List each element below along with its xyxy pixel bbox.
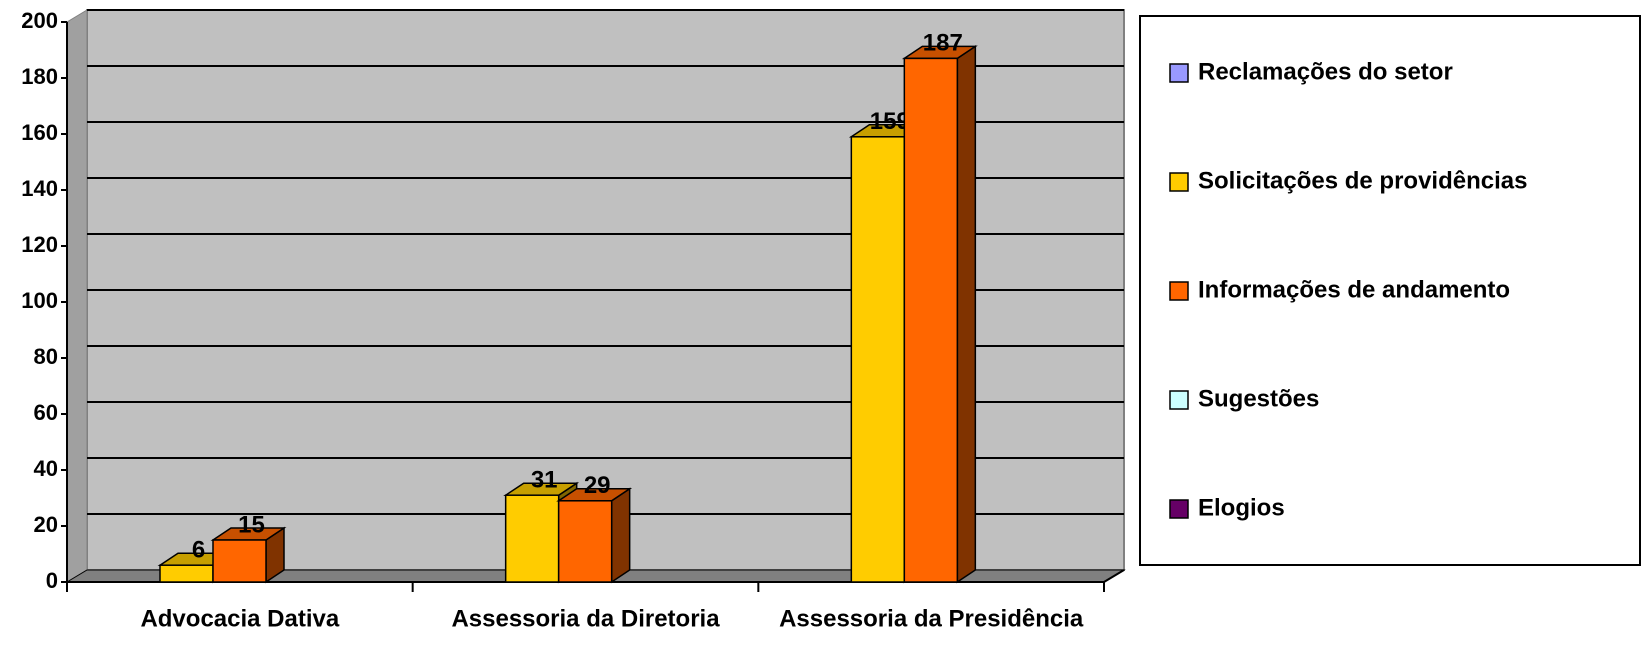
y-tick-label: 160	[21, 120, 58, 145]
legend-label: Reclamações do setor	[1198, 58, 1453, 85]
bar	[903, 57, 959, 583]
bar-side	[956, 44, 977, 584]
bar	[850, 136, 906, 583]
y-tick-label: 180	[21, 64, 58, 89]
value-label: 6	[192, 537, 205, 564]
value-label: 15	[238, 511, 265, 538]
x-tick-label: Assessoria da Presidência	[779, 605, 1084, 632]
y-tick-label: 80	[34, 344, 58, 369]
legend-swatch	[1169, 499, 1189, 519]
bar	[212, 539, 267, 583]
legend-label: Elogios	[1198, 494, 1285, 521]
y-tick-label: 40	[34, 456, 58, 481]
y-tick-label: 140	[21, 176, 58, 201]
value-label: 29	[584, 472, 611, 499]
legend-label: Informações de andamento	[1198, 276, 1510, 303]
bar	[557, 500, 613, 583]
y-tick-label: 20	[34, 512, 58, 537]
value-label: 159	[870, 108, 910, 135]
bar	[504, 494, 560, 583]
legend-label: Sugestões	[1198, 385, 1319, 412]
bar-side	[610, 487, 631, 584]
y-tick-label: 100	[21, 288, 58, 313]
x-axis-depth	[1103, 569, 1125, 583]
legend-swatch	[1169, 63, 1189, 83]
legend-box	[1139, 15, 1641, 566]
value-label: 31	[531, 467, 558, 494]
legend-label: Solicitações de providências	[1198, 167, 1527, 194]
x-tick-label: Assessoria da Diretoria	[451, 605, 720, 632]
y-tick-label: 200	[21, 8, 58, 33]
bar	[159, 564, 214, 583]
side-wall	[66, 9, 88, 583]
y-tick-label: 60	[34, 400, 58, 425]
y-tick-label: 0	[46, 568, 58, 593]
legend-swatch	[1169, 390, 1189, 410]
legend-swatch	[1169, 172, 1189, 192]
value-label: 187	[923, 30, 963, 57]
legend-swatch	[1169, 281, 1189, 301]
y-tick-label: 120	[21, 232, 58, 257]
x-tick-label: Advocacia Dativa	[140, 605, 339, 632]
